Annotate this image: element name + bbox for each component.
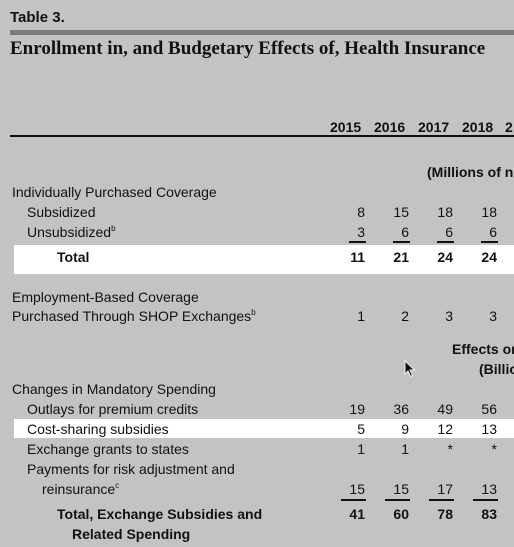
subsidized-2016: 15 (393, 204, 409, 220)
outlays-label: Outlays for premium credits (27, 401, 199, 417)
total-rule-2016 (385, 499, 410, 501)
subtotal-rule-2016 (393, 241, 410, 243)
mandatory-total-2017: 78 (437, 506, 453, 522)
unsubsidized-2018: 6 (489, 224, 497, 240)
cost-sharing-2017: 12 (437, 421, 453, 437)
subsidized-label: Subsidized (27, 204, 96, 220)
employment-2017: 3 (445, 308, 453, 324)
individual-total-2017: 24 (437, 249, 453, 265)
mandatory-total-2016: 60 (393, 506, 409, 522)
cost-sharing-label: Cost-sharing subsidies (27, 421, 169, 437)
header-rule (10, 135, 514, 137)
mandatory-total-line1: Total, Exchange Subsidies and (57, 506, 263, 522)
mouse-cursor-icon (404, 359, 416, 383)
year-2018: 2018 (462, 119, 494, 135)
mandatory-total-line2: Related Spending (72, 526, 191, 542)
unsubsidized-2015: 3 (357, 224, 365, 240)
subtotal-rule-2015 (349, 241, 366, 243)
table-label: Table 3. (10, 9, 65, 26)
risk-line2-text: reinsurance (42, 481, 116, 497)
grants-2015: 1 (357, 441, 365, 457)
outlays-2018: 56 (481, 401, 497, 417)
cost-sharing-2016: 9 (401, 421, 409, 437)
risk-2018: 13 (481, 481, 497, 497)
risk-2016: 15 (393, 481, 409, 497)
risk-2017: 17 (437, 481, 453, 497)
unsubsidized-label: Unsubsidizedb (27, 222, 116, 242)
subsidized-2018: 18 (481, 204, 497, 220)
cost-sharing-2018: 13 (481, 421, 497, 437)
mandatory-heading: Changes in Mandatory Spending (12, 381, 216, 397)
cost-sharing-2015: 5 (357, 421, 365, 437)
outlays-2017: 49 (437, 401, 453, 417)
unit-effects-line2: (Billio (479, 361, 514, 377)
employment-2016: 2 (401, 308, 409, 324)
subtotal-rule-2018 (481, 241, 498, 243)
individual-total-label: Total (57, 249, 90, 265)
subsidized-2017: 18 (437, 204, 453, 220)
subsidized-2015: 8 (357, 204, 365, 220)
grants-2017: * (447, 441, 453, 457)
unit-millions-people: (Millions of n (427, 164, 514, 180)
grants-label: Exchange grants to states (27, 441, 189, 457)
risk-line2: reinsurancec (42, 479, 119, 499)
unsubsidized-2017: 6 (445, 224, 453, 240)
employment-line2: Purchased Through SHOP Exchangesb (12, 306, 256, 326)
unsubsidized-text: Unsubsidized (27, 224, 112, 240)
year-2017: 2017 (418, 119, 450, 135)
total-rule-2015 (341, 499, 366, 501)
risk-line1: Payments for risk adjustment and (27, 461, 235, 477)
employment-2018: 3 (489, 308, 497, 324)
individual-heading: Individually Purchased Coverage (12, 184, 217, 200)
employment-line2-text: Purchased Through SHOP Exchanges (12, 308, 252, 324)
year-2015: 2015 (330, 119, 362, 135)
risk-note: c (115, 481, 120, 490)
unsubsidized-note: b (111, 224, 116, 233)
outlays-2015: 19 (349, 401, 365, 417)
mandatory-total-2015: 41 (349, 506, 365, 522)
outlays-2016: 36 (393, 401, 409, 417)
total-row-highlight (14, 245, 514, 274)
risk-2015: 15 (349, 481, 365, 497)
employment-line1: Employment-Based Coverage (12, 289, 199, 305)
employment-2015: 1 (357, 308, 365, 324)
individual-total-2015: 11 (350, 249, 365, 265)
unsubsidized-2016: 6 (401, 224, 409, 240)
unit-effects-line1: Effects on (452, 341, 514, 357)
table-title: Enrollment in, and Budgetary Effects of,… (10, 38, 486, 59)
mandatory-total-2018: 83 (481, 506, 497, 522)
individual-total-2018: 24 (481, 249, 497, 265)
cost-sharing-row-highlight (14, 419, 514, 438)
subtotal-rule-2017 (437, 241, 454, 243)
individual-total-2016: 21 (393, 249, 409, 265)
total-rule-2018 (473, 499, 498, 501)
title-rule (10, 30, 514, 35)
total-rule-2017 (429, 499, 454, 501)
year-2016: 2016 (374, 119, 406, 135)
grants-2016: 1 (401, 441, 409, 457)
grants-2018: * (491, 441, 497, 457)
year-next: 2 (505, 119, 513, 135)
employment-note: b (251, 308, 256, 317)
